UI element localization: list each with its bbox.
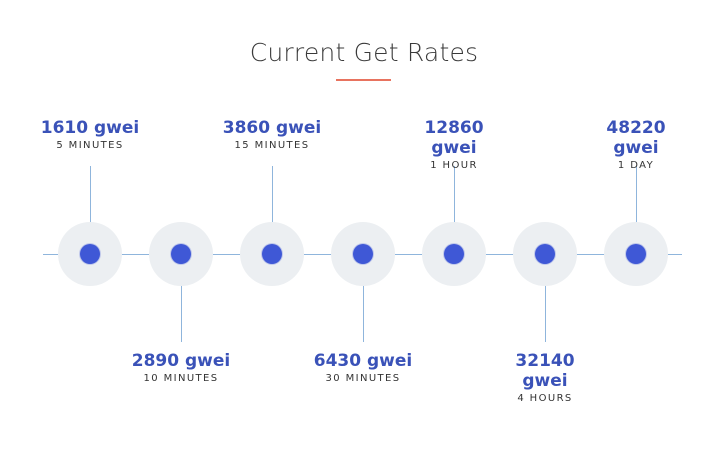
rate-label: 48220 gwei 1 DAY bbox=[561, 118, 710, 171]
rate-value: 3860 gwei bbox=[222, 118, 322, 138]
timeline-stem bbox=[181, 254, 182, 342]
node-dot[interactable] bbox=[353, 244, 373, 264]
rate-duration: 1 HOUR bbox=[430, 160, 478, 171]
node-dot[interactable] bbox=[80, 244, 100, 264]
node-dot[interactable] bbox=[171, 244, 191, 264]
rate-duration: 15 MINUTES bbox=[234, 140, 310, 151]
rate-label: 3860 gwei 15 MINUTES bbox=[197, 118, 347, 151]
node-dot[interactable] bbox=[262, 244, 282, 264]
rate-duration: 1 DAY bbox=[617, 160, 655, 171]
rate-value: 6430 gwei bbox=[313, 351, 413, 371]
rate-duration: 10 MINUTES bbox=[143, 373, 219, 384]
rate-value: 2890 gwei bbox=[131, 351, 231, 371]
rate-duration: 4 HOURS bbox=[517, 393, 573, 404]
timeline-stem bbox=[90, 166, 91, 254]
rate-value: 12860 gwei bbox=[424, 118, 484, 158]
rate-duration: 5 MINUTES bbox=[56, 140, 124, 151]
timeline-stem bbox=[272, 166, 273, 254]
rate-value: 1610 gwei bbox=[40, 118, 140, 138]
node-dot[interactable] bbox=[535, 244, 555, 264]
timeline-stem bbox=[363, 254, 364, 342]
title-underline bbox=[336, 79, 391, 81]
rate-label: 12860 gwei 1 HOUR bbox=[379, 118, 529, 171]
node-dot[interactable] bbox=[444, 244, 464, 264]
rate-label: 32140 gwei 4 HOURS bbox=[470, 351, 620, 404]
node-dot[interactable] bbox=[626, 244, 646, 264]
timeline-stem bbox=[545, 254, 546, 342]
rate-label: 6430 gwei 30 MINUTES bbox=[288, 351, 438, 384]
timeline-stem bbox=[636, 166, 637, 254]
rate-label: 2890 gwei 10 MINUTES bbox=[106, 351, 256, 384]
rate-value: 32140 gwei bbox=[515, 351, 575, 391]
rate-value: 48220 gwei bbox=[606, 118, 666, 158]
rate-duration: 30 MINUTES bbox=[325, 373, 401, 384]
page-title: Current Get Rates bbox=[249, 38, 479, 67]
timeline-stem bbox=[454, 166, 455, 254]
rate-label: 1610 gwei 5 MINUTES bbox=[15, 118, 165, 151]
